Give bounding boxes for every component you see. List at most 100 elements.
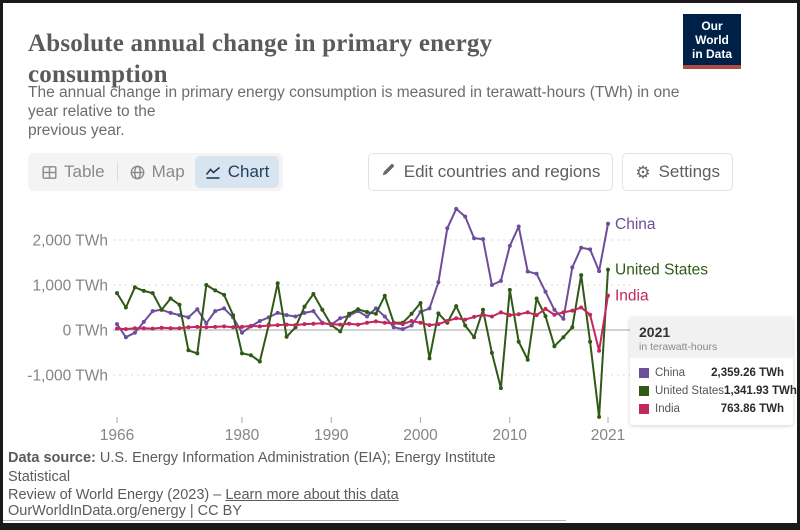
data-point: [498, 386, 503, 391]
data-point: [561, 310, 566, 315]
chart-subtitle: The annual change in primary energy cons…: [28, 84, 680, 139]
series-united-states: United States: [115, 262, 708, 419]
data-point: [365, 320, 369, 325]
data-point: [123, 327, 128, 332]
tooltip-row: China 2,359.26 TWh: [630, 364, 793, 382]
data-point: [454, 316, 459, 321]
page-title: Absolute annual change in primary energy…: [28, 29, 493, 88]
gear-icon: ⚙: [635, 162, 651, 182]
data-point: [507, 287, 512, 292]
data-point: [213, 309, 218, 314]
data-point: [436, 322, 441, 327]
data-point: [606, 221, 610, 226]
edit-countries-button[interactable]: Edit countries and regions: [367, 153, 614, 191]
data-point: [445, 319, 450, 323]
data-point: [382, 320, 387, 325]
edit-countries-label: Edit countries and regions: [403, 162, 601, 181]
data-point: [606, 267, 610, 272]
data-point: [427, 306, 432, 311]
data-point: [257, 319, 262, 323]
settings-button[interactable]: ⚙ Settings: [622, 153, 733, 191]
data-point: [543, 314, 548, 319]
data-point: [123, 305, 128, 310]
data-point: [516, 312, 521, 317]
data-point: [320, 307, 325, 312]
data-point: [248, 323, 253, 328]
data-point: [534, 296, 539, 301]
data-point: [195, 351, 200, 356]
view-tab-group: Table Map Chart: [28, 153, 284, 191]
data-point: [275, 323, 280, 328]
learn-more-link[interactable]: Learn more about this data: [225, 487, 399, 503]
data-point: [463, 323, 468, 328]
data-point: [240, 351, 244, 356]
data-point: [132, 285, 137, 290]
data-point: [579, 245, 584, 250]
tab-map-label: Map: [151, 162, 185, 181]
tooltip-row: India 763.86 TWh: [630, 400, 793, 418]
data-point: [132, 330, 137, 335]
data-point: [498, 310, 503, 315]
data-point: [570, 325, 575, 330]
data-point: [195, 324, 200, 329]
x-axis-label: 1980: [225, 427, 260, 444]
data-point: [525, 269, 530, 274]
data-point: [240, 324, 244, 329]
data-point: [597, 348, 602, 353]
data-point: [231, 325, 236, 330]
data-point: [489, 283, 494, 287]
data-point: [123, 335, 128, 340]
tooltip-rows: China 2,359.26 TWh United States 1,341.9…: [630, 358, 797, 425]
data-point: [132, 326, 137, 331]
color-swatch-united-states: [639, 386, 649, 396]
y-axis-label: -1,000 TWh: [27, 368, 108, 385]
tab-chart[interactable]: Chart: [194, 156, 280, 188]
data-point: [516, 224, 521, 229]
entity-label-china[interactable]: China: [615, 216, 656, 233]
data-point: [507, 313, 512, 318]
data-point: [347, 311, 352, 316]
data-point: [195, 307, 200, 312]
data-point: [445, 226, 450, 231]
data-point: [150, 309, 155, 314]
tab-chart-label: Chart: [227, 162, 270, 181]
tab-map[interactable]: Map: [120, 156, 195, 188]
color-swatch-china: [639, 368, 649, 378]
data-point: [115, 291, 119, 296]
tooltip-unit: in terawatt-hours: [639, 341, 718, 353]
series-line-united-states: [116, 269, 609, 418]
x-axis-label: 1990: [314, 427, 349, 444]
data-point: [168, 296, 173, 301]
pencil-icon: [381, 162, 396, 182]
data-point: [427, 323, 432, 328]
entity-label-india[interactable]: India: [615, 288, 649, 305]
data-point: [213, 288, 218, 293]
entity-label-united-states[interactable]: United States: [615, 262, 708, 279]
data-point: [454, 304, 459, 309]
data-point: [186, 348, 191, 353]
data-point: [141, 288, 146, 293]
owid-logo[interactable]: Our World in Data: [683, 14, 741, 69]
data-point: [418, 320, 423, 325]
data-point: [159, 307, 164, 312]
data-point: [320, 321, 325, 326]
series-line-india: [116, 295, 609, 352]
data-point: [472, 314, 477, 319]
tab-table[interactable]: Table: [32, 156, 115, 188]
data-point: [338, 329, 343, 334]
data-point: [561, 316, 566, 321]
data-point: [400, 327, 405, 332]
data-point: [373, 311, 378, 316]
data-point: [534, 271, 539, 276]
color-swatch-india: [639, 404, 649, 414]
data-point: [248, 353, 253, 358]
data-point: [597, 414, 602, 419]
data-point: [481, 237, 485, 242]
data-point: [436, 311, 441, 316]
data-point: [409, 311, 414, 316]
x-axis-label: 2000: [403, 427, 438, 444]
tooltip-header: 2021 in terawatt-hours: [630, 317, 793, 358]
data-point: [338, 316, 343, 321]
